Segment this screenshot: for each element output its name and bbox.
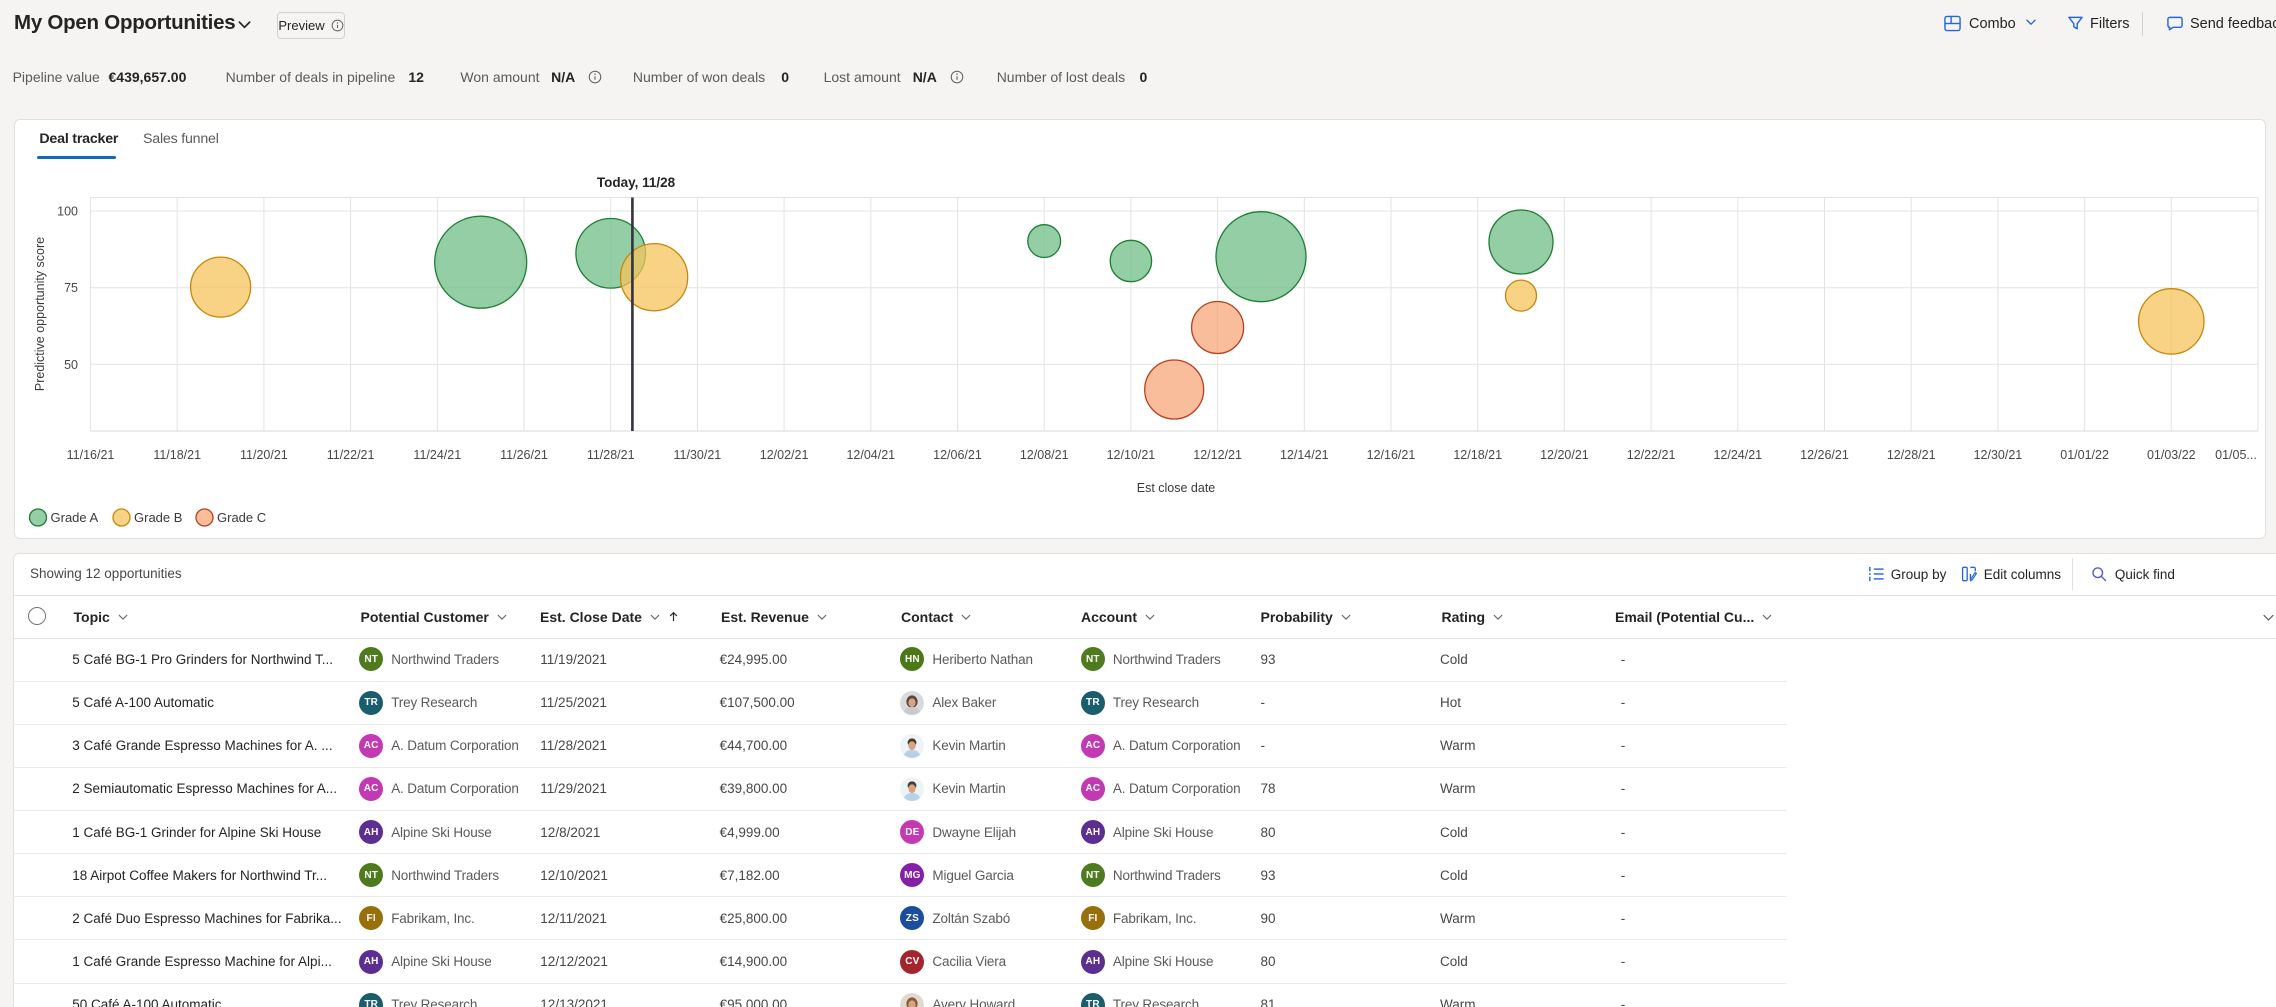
svg-text:01/05...: 01/05...	[2215, 448, 2257, 462]
svg-text:12/08/21: 12/08/21	[1020, 448, 1069, 462]
svg-text:12/20/21: 12/20/21	[1540, 448, 1589, 462]
svg-text:11/26/21: 11/26/21	[500, 448, 548, 462]
svg-text:01/03/22: 01/03/22	[2147, 448, 2196, 462]
svg-text:12/22/21: 12/22/21	[1627, 448, 1676, 462]
svg-text:12/10/21: 12/10/21	[1107, 448, 1156, 462]
svg-text:11/30/21: 11/30/21	[674, 448, 722, 462]
svg-text:12/26/21: 12/26/21	[1800, 448, 1849, 462]
svg-text:01/01/22: 01/01/22	[2060, 448, 2109, 462]
svg-text:12/24/21: 12/24/21	[1713, 448, 1762, 462]
svg-text:75: 75	[64, 281, 78, 295]
svg-text:Today, 11/28: Today, 11/28	[597, 175, 676, 190]
svg-text:Est close date: Est close date	[1137, 481, 1216, 495]
svg-text:11/16/21: 11/16/21	[67, 448, 115, 462]
svg-text:Grade B: Grade B	[134, 510, 182, 525]
svg-text:12/12/21: 12/12/21	[1193, 448, 1242, 462]
svg-text:11/24/21: 11/24/21	[413, 448, 461, 462]
svg-text:100: 100	[57, 205, 78, 219]
svg-text:11/20/21: 11/20/21	[240, 448, 288, 462]
svg-text:12/02/21: 12/02/21	[760, 448, 809, 462]
svg-text:Grade A: Grade A	[51, 510, 99, 525]
svg-text:12/16/21: 12/16/21	[1367, 448, 1416, 462]
svg-text:11/22/21: 11/22/21	[327, 448, 375, 462]
svg-text:11/18/21: 11/18/21	[153, 448, 201, 462]
svg-text:12/28/21: 12/28/21	[1887, 448, 1936, 462]
svg-text:Predictive opportunity score: Predictive opportunity score	[33, 237, 47, 391]
svg-text:12/14/21: 12/14/21	[1280, 448, 1329, 462]
svg-text:50: 50	[64, 358, 78, 372]
svg-text:11/28/21: 11/28/21	[587, 448, 635, 462]
svg-text:Grade C: Grade C	[217, 510, 266, 525]
svg-text:12/18/21: 12/18/21	[1453, 448, 1502, 462]
svg-text:12/04/21: 12/04/21	[846, 448, 895, 462]
svg-text:12/30/21: 12/30/21	[1974, 448, 2023, 462]
svg-text:12/06/21: 12/06/21	[933, 448, 982, 462]
